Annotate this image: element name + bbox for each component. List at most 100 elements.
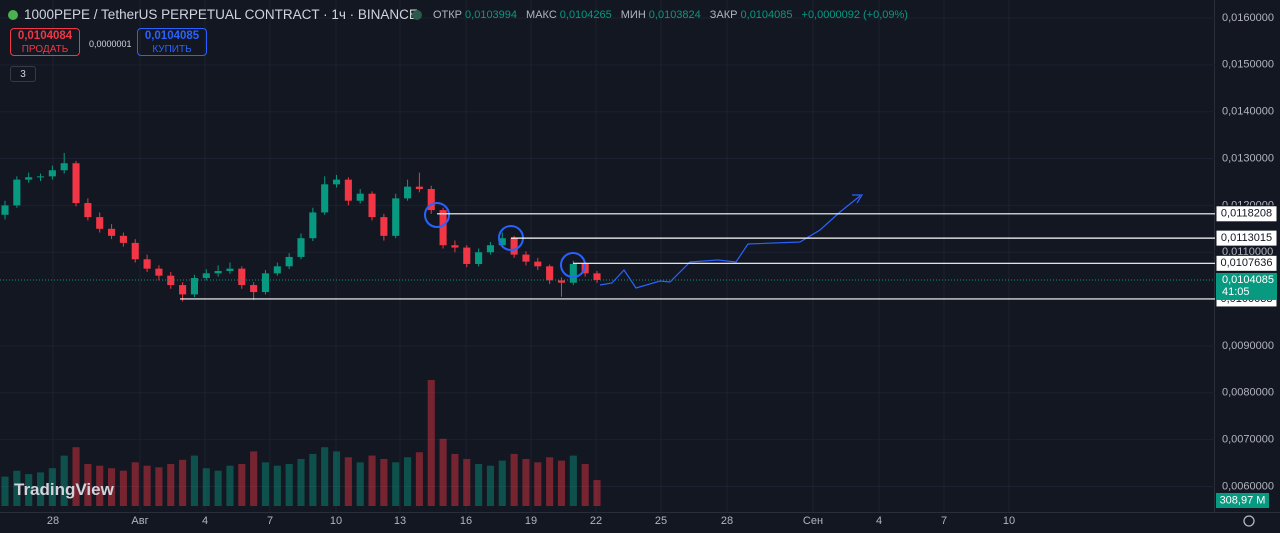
buy-button[interactable]: 0,0104085 КУПИТЬ [137,28,207,56]
candle-body [498,238,506,246]
volume-bar [226,465,234,506]
volume-bar [404,457,412,506]
volume-bar [581,464,589,506]
ohlc-value: 0,0103994 [465,9,518,21]
candle-body [119,235,127,243]
candle-body [510,238,518,255]
x-tick-label: 19 [525,515,537,527]
ohlc-legend: ОТКР 0,0103994 МАКС 0,0104265 МИН 0,0103824… [412,9,914,21]
level-tag [1215,229,1278,247]
buy-label: КУПИТЬ [152,44,192,55]
annotation-circle [424,202,450,228]
candle-body [226,268,234,271]
candle-body [190,278,198,295]
candle-body [285,256,293,267]
last-price-tag [1216,272,1277,300]
candle-body [25,177,33,180]
level-label: 0,0113015 [1221,232,1272,244]
candle-body [108,228,116,236]
drawings [424,194,864,289]
volume-bar [60,455,68,506]
annotation-circle [560,252,586,278]
x-tick-label: 13 [394,515,406,527]
candle-body [84,203,92,218]
volume-tag [1216,493,1269,508]
volume-bar [167,464,175,506]
indicators-toggle[interactable]: 3 [10,66,36,82]
status-dot [412,10,422,20]
volume-bar [190,455,198,506]
volume-bar [297,458,305,506]
buy-price: 0,0104085 [144,30,200,42]
x-tick-label: 10 [330,515,342,527]
volume-bar [261,462,270,506]
volume-bar [344,457,352,506]
volume-bar [309,453,317,506]
price-axis-border [1214,0,1215,512]
candle-body [415,186,423,190]
candles [1,152,601,302]
volume-bar [13,470,21,506]
volume-label: 308,97 M [1220,494,1266,506]
y-tick-label: 0,0090000 [1222,340,1274,352]
volume-bar [427,380,435,506]
volume-bar [332,451,341,506]
volume-bar [510,453,518,506]
ohlc-label: ОТКР [433,9,463,21]
y-tick-label: 0,0140000 [1222,106,1274,118]
volume-bar [72,447,80,506]
candle-body [179,285,187,295]
volume-bar [84,464,92,506]
y-tick-label: 0,0160000 [1222,12,1274,24]
ohlc-value: 0,0104085 [740,9,793,21]
projection-arrow [852,194,864,204]
x-tick-label: 7 [941,515,947,527]
y-tick-label: 0,0130000 [1222,152,1274,164]
candle-body [534,261,542,267]
candle-body [261,273,270,293]
level-tag [1215,205,1278,223]
candle-body [167,275,175,286]
candle-body [427,189,435,211]
y-tick-label: 0,0070000 [1222,434,1274,446]
x-tick-label: 22 [590,515,602,527]
volume-pane [1,380,601,506]
x-tick-label: 25 [655,515,667,527]
time-axis-border [0,512,1280,513]
x-tick-label: Авг [131,515,148,527]
candle-body [36,176,45,178]
volume-bar [36,472,45,506]
volume-bar [25,474,33,506]
volume-bar [534,462,542,506]
ohlc-label: МИН [620,9,646,21]
candle-body [214,270,222,274]
candle-body [131,242,139,260]
change: +0,0000092 (+0,09%) [801,9,908,21]
candle-body [297,238,305,257]
settings-icon[interactable] [1243,515,1255,527]
ohlc-label: ЗАКР [709,9,738,21]
ohlc-value: 0,0104265 [559,9,612,21]
volume-bar [380,458,388,506]
projection-path [599,195,861,289]
symbol-header: 1000PEPE / TetherUS PERPETUAL CONTRACT ·… [8,7,418,22]
sell-button[interactable]: 0,0104084 ПРОДАТЬ [10,28,80,56]
candle-body [344,179,352,201]
ohlc-value: 0,0103824 [648,9,701,21]
volume-bar [202,468,210,506]
volume-bar [179,459,187,506]
volume-bar [48,468,56,506]
volume-bar [475,464,483,506]
x-tick-label: 28 [721,515,733,527]
candle-body [1,205,9,215]
candle-body [96,217,104,229]
volume-bar [143,465,151,506]
ohlc-label: МАКС [526,9,557,21]
x-tick-label: 7 [267,515,273,527]
level-tag [1215,254,1278,272]
volume-bar [557,460,566,506]
x-tick-label: 10 [1003,515,1015,527]
candle-body [48,170,56,177]
candle-body [463,247,471,264]
